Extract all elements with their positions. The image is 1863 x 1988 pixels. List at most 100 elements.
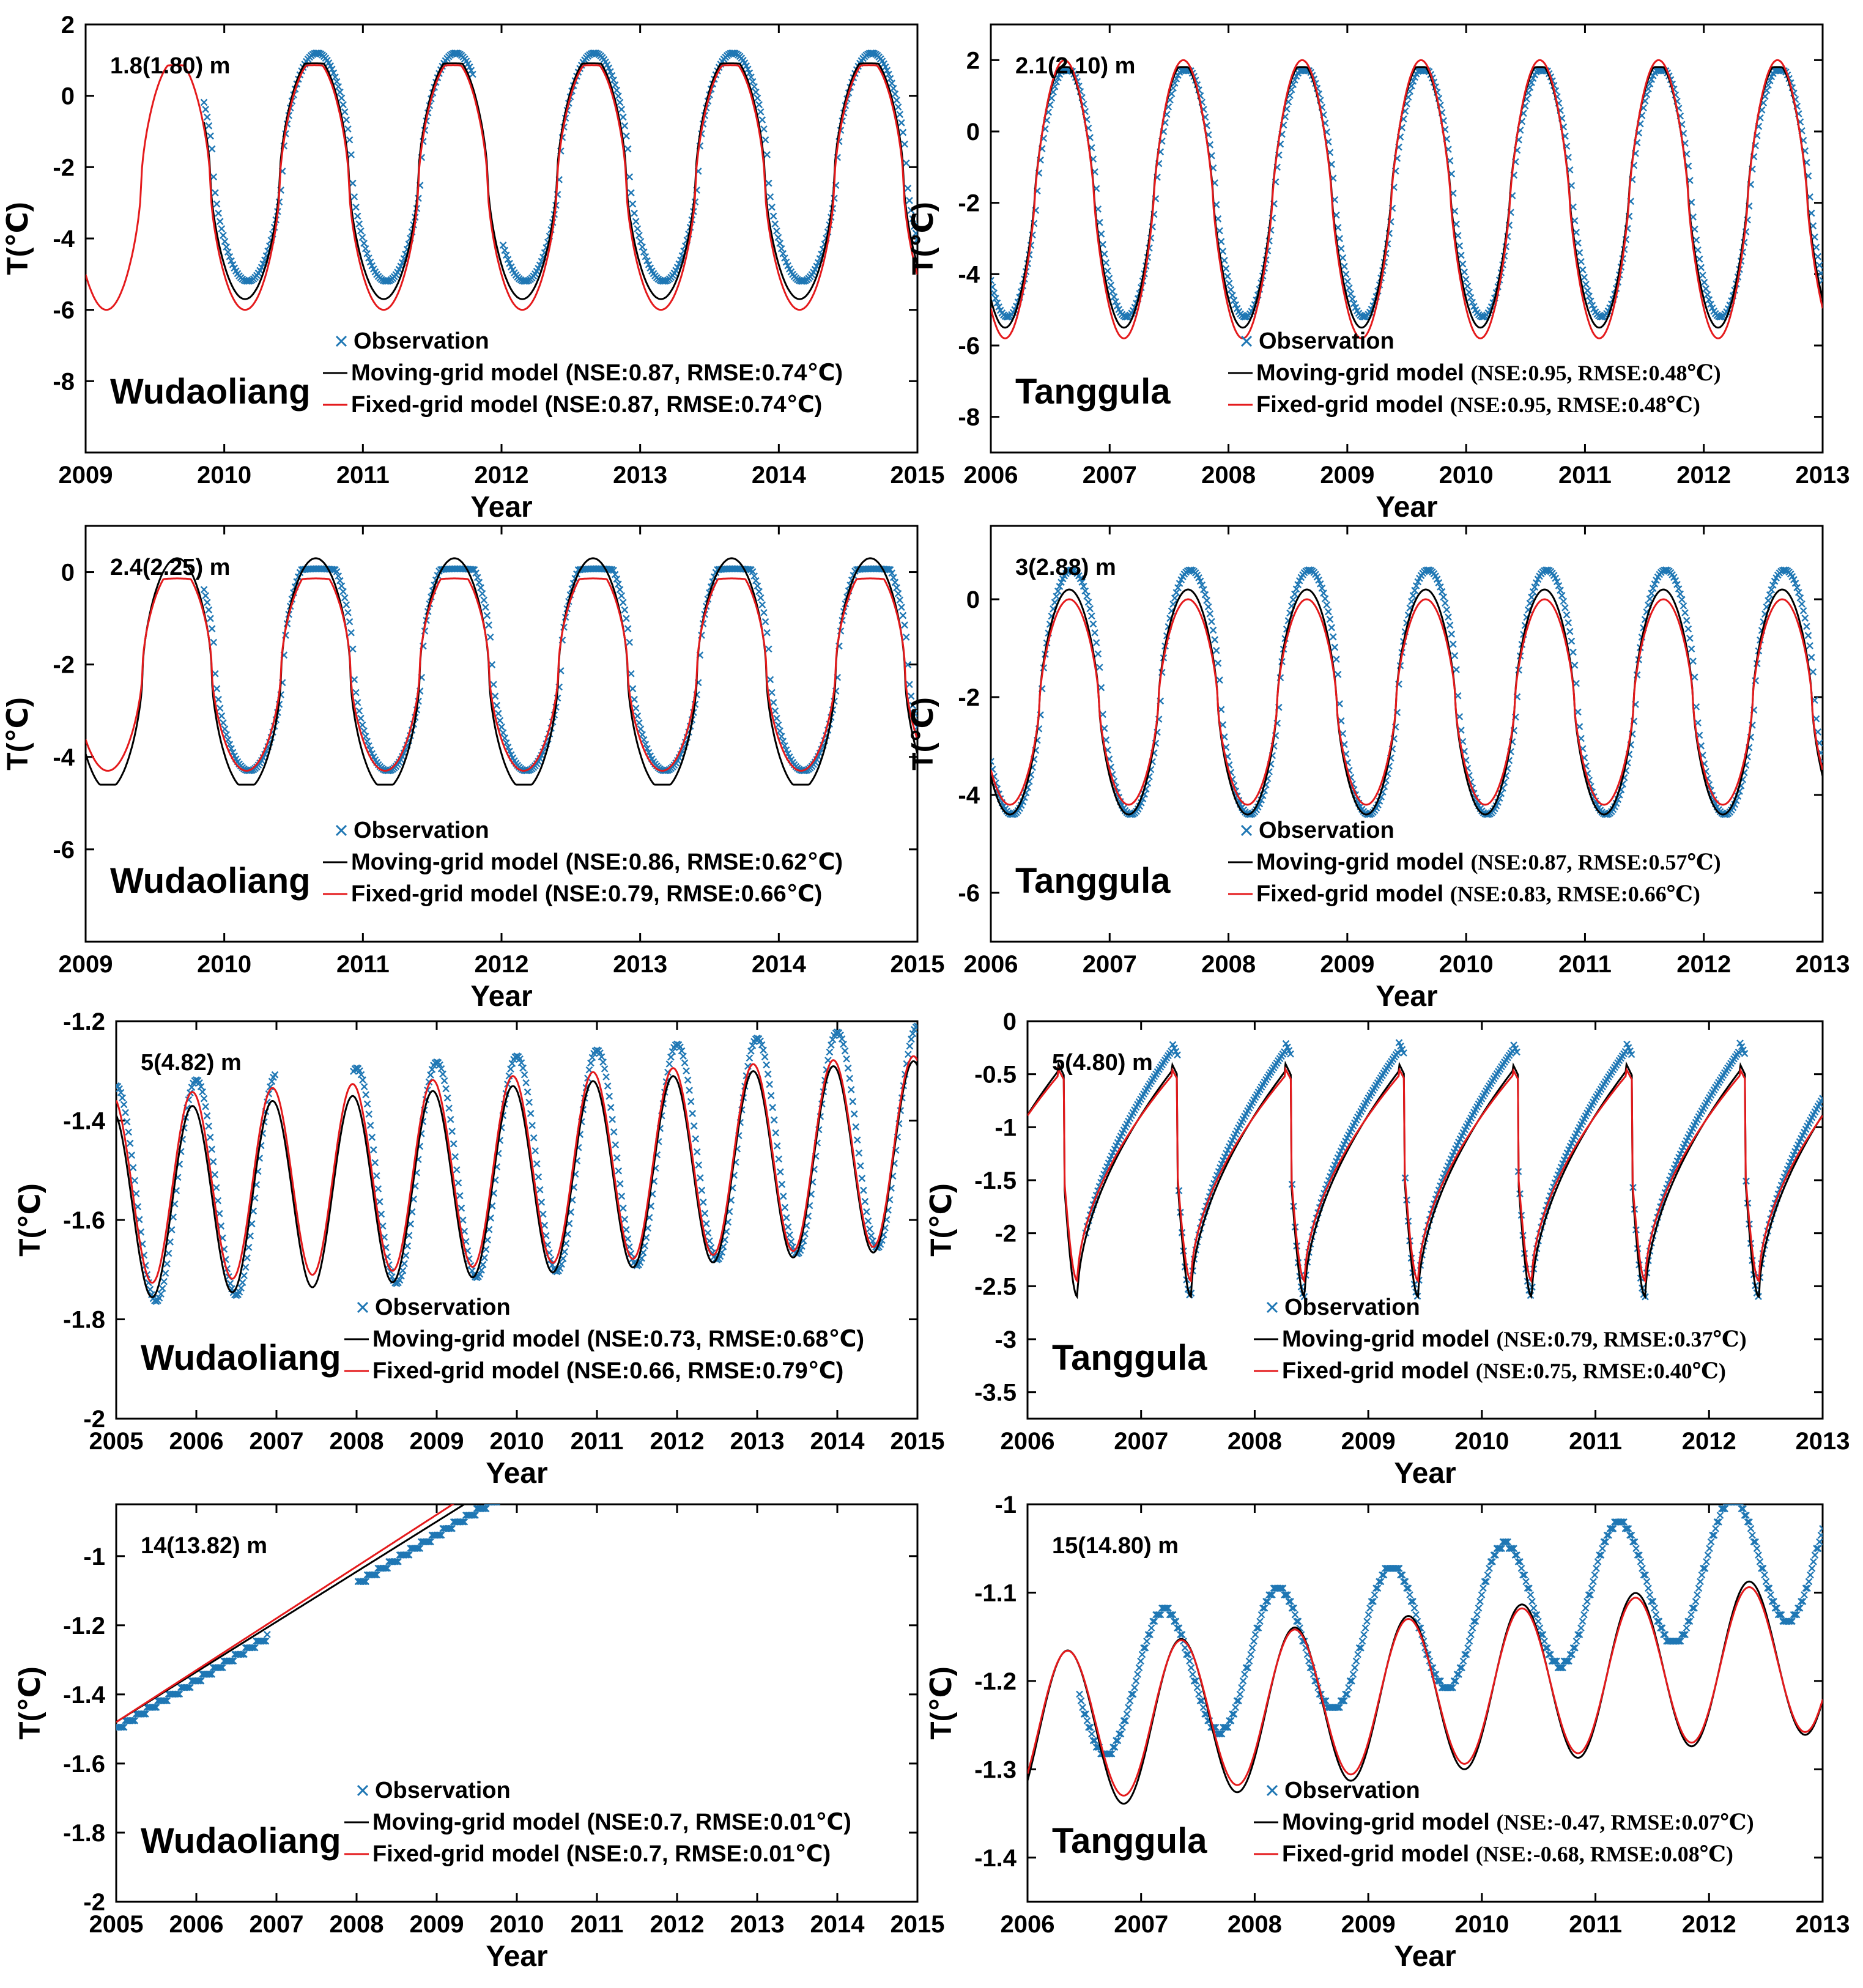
observation-point — [223, 731, 231, 739]
observation-point — [163, 1697, 171, 1705]
observation-point — [1290, 1604, 1297, 1612]
observation-point — [1287, 1598, 1294, 1605]
observation-point — [1446, 621, 1454, 629]
observation-point — [1084, 598, 1092, 606]
x-tick-label: 2007 — [1114, 1428, 1168, 1455]
observation-point — [1660, 1631, 1667, 1638]
fixed-grid-model-line — [86, 577, 917, 772]
observation-point — [1206, 610, 1214, 618]
observation-point — [246, 1232, 254, 1240]
observation-point — [776, 727, 783, 735]
observation-point — [1579, 266, 1587, 274]
series-group — [1028, 1504, 1823, 1805]
observation-point — [634, 225, 642, 232]
observation-point — [1220, 256, 1228, 264]
observation-point — [1199, 586, 1207, 593]
observation-point — [1230, 297, 1238, 305]
observation-point — [212, 1184, 220, 1192]
observation-point — [631, 695, 638, 703]
observation-point — [1230, 1710, 1238, 1718]
observation-point — [1597, 1551, 1605, 1559]
observation-point — [446, 1115, 454, 1123]
observation-point — [1196, 1697, 1204, 1705]
observation-point — [1193, 1683, 1201, 1691]
observation-point — [1675, 1638, 1683, 1645]
observation-point — [1799, 1598, 1807, 1605]
observation-point — [1186, 1657, 1193, 1665]
observation-point — [1089, 1737, 1097, 1745]
observation-point — [1079, 1704, 1086, 1712]
observation-point — [909, 215, 916, 223]
observation-point — [1643, 1578, 1651, 1586]
observation-point — [119, 1723, 126, 1731]
observation-point — [120, 1101, 128, 1109]
legend-observation-marker — [357, 1784, 369, 1797]
observation-point — [1600, 1538, 1608, 1546]
observation-point — [828, 1041, 835, 1049]
observation-point — [1654, 1617, 1661, 1625]
observation-point — [1453, 1671, 1461, 1678]
observation-point — [639, 243, 646, 251]
observation-point — [678, 1047, 686, 1055]
observation-point — [596, 1049, 604, 1057]
observation-point — [356, 1067, 363, 1075]
observation-point — [864, 1217, 872, 1225]
observation-point — [902, 159, 910, 167]
y-tick-label: -3 — [994, 1326, 1017, 1353]
observation-point — [1661, 1631, 1669, 1638]
observation-point — [1437, 1677, 1444, 1685]
observation-point — [494, 709, 502, 717]
observation-point — [1510, 1545, 1517, 1553]
observation-point — [613, 575, 621, 583]
observation-point — [1640, 1571, 1648, 1579]
observation-point — [626, 638, 634, 646]
observation-point — [1580, 273, 1588, 281]
moving-grid-model-line — [116, 1060, 917, 1298]
observation-point — [1594, 1558, 1602, 1565]
observation-point — [161, 1269, 169, 1277]
observation-point — [1565, 1657, 1572, 1665]
observation-point — [1683, 1624, 1691, 1632]
observation-point — [461, 1518, 469, 1526]
observation-point — [1721, 1505, 1728, 1513]
observation-point — [1201, 1710, 1209, 1718]
legend-moving-stats: (NSE:0.7, RMSE:0.01℃) — [587, 1809, 851, 1835]
x-axis-label: Year — [486, 1457, 547, 1490]
observation-point — [669, 1048, 676, 1055]
observation-point — [528, 1121, 536, 1129]
observation-point — [1251, 1631, 1259, 1638]
chart-panel-7: 2005 2006 2007 2008 2009 2010 2011 2012 2013 2014… — [0, 1492, 944, 1973]
observation-point — [1143, 1638, 1150, 1645]
observation-point — [1470, 1617, 1478, 1625]
observation-point — [336, 88, 344, 96]
observation-point — [613, 86, 621, 94]
observation-point — [896, 111, 904, 118]
observation-point — [346, 136, 354, 144]
observation-point — [770, 1116, 778, 1124]
observation-point — [398, 1272, 405, 1280]
observation-point — [1117, 1730, 1125, 1738]
observation-point — [1687, 1611, 1695, 1619]
observation-point — [218, 712, 226, 720]
observation-point — [1129, 1690, 1137, 1698]
observation-point — [341, 594, 349, 602]
observation-point — [1807, 1571, 1814, 1579]
observation-point — [1095, 663, 1103, 671]
observation-point — [624, 625, 632, 632]
observation-point — [1593, 1564, 1600, 1572]
y-axis-label: T(℃) — [14, 1183, 46, 1256]
site-label: Wudaoliang — [110, 372, 311, 412]
x-tick-label: 2006 — [169, 1428, 224, 1455]
observation-point — [1771, 1604, 1779, 1612]
observation-point — [1083, 593, 1091, 600]
observation-point — [1222, 265, 1230, 273]
observation-point — [1476, 1598, 1484, 1605]
x-tick-label: 2006 — [964, 462, 1018, 489]
observation-point — [1587, 297, 1594, 305]
observation-point — [1347, 290, 1355, 298]
observation-point — [1278, 1584, 1285, 1592]
observation-point — [357, 714, 365, 722]
observation-point — [1264, 1598, 1272, 1605]
observation-point — [1328, 624, 1335, 632]
observation-point — [765, 179, 772, 187]
